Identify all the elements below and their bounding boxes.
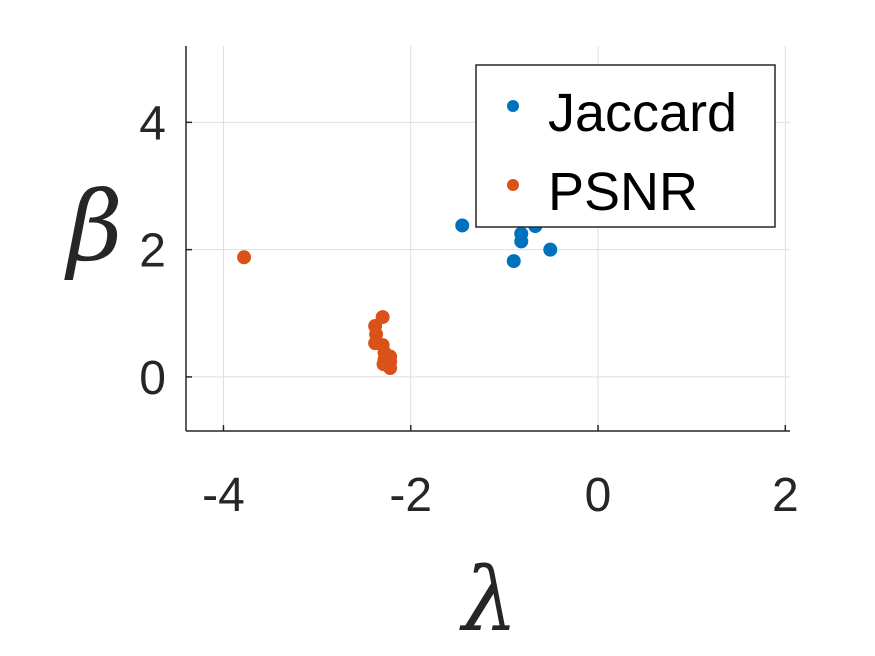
legend-label-jaccard: Jaccard xyxy=(548,83,737,143)
point-jaccard xyxy=(514,234,529,249)
legend-marker-jaccard xyxy=(507,100,519,112)
legend: Jaccard PSNR xyxy=(475,64,776,228)
axes xyxy=(185,46,790,432)
legend-label-psnr: PSNR xyxy=(548,162,698,222)
y-tick-label: 0 xyxy=(139,352,166,405)
point-jaccard xyxy=(543,242,558,257)
data-points xyxy=(237,218,558,375)
legend-box xyxy=(475,64,776,228)
y-tick-label: 4 xyxy=(139,97,166,150)
point-psnr xyxy=(237,250,252,265)
x-tick-label: 0 xyxy=(585,469,612,522)
y-tick-label: 2 xyxy=(139,225,166,278)
y-axis-label: β xyxy=(64,171,123,283)
point-jaccard xyxy=(455,218,470,233)
x-tick-label: -4 xyxy=(202,469,245,522)
point-psnr xyxy=(383,361,398,375)
tick-labels: -4 -2 0 2 0 2 4 xyxy=(139,97,798,522)
x-axis-label: λ xyxy=(459,548,518,651)
x-tick-label: 2 xyxy=(772,469,799,522)
legend-marker-psnr xyxy=(507,179,519,191)
point-jaccard xyxy=(506,254,521,269)
x-tick-label: -2 xyxy=(389,469,432,522)
